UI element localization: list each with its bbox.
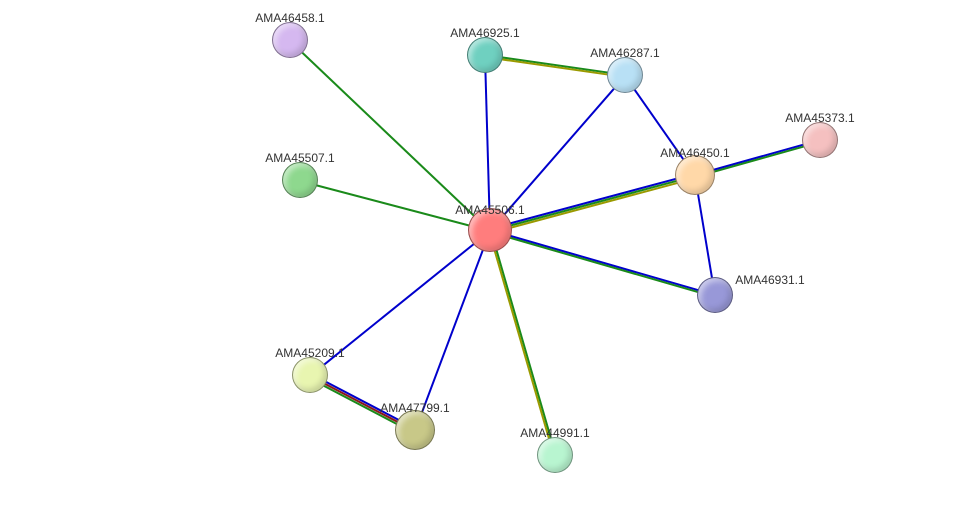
- network-edge: [309, 230, 490, 377]
- network-edge: [490, 230, 557, 456]
- network-node[interactable]: [675, 155, 715, 195]
- network-edge: [289, 40, 490, 231]
- network-node[interactable]: [272, 22, 308, 58]
- network-node[interactable]: [607, 57, 643, 93]
- network-edge: [484, 56, 491, 231]
- network-edge: [489, 173, 695, 230]
- network-edge: [485, 54, 625, 76]
- network-edge: [488, 231, 555, 457]
- network-edge: [489, 75, 626, 231]
- network-edge: [490, 229, 716, 296]
- network-node[interactable]: [537, 437, 573, 473]
- network-node[interactable]: [697, 277, 733, 313]
- network-edge: [414, 231, 491, 432]
- network-edge: [490, 175, 696, 232]
- network-edge: [490, 177, 696, 234]
- network-node[interactable]: [802, 122, 838, 158]
- network-node[interactable]: [468, 208, 512, 252]
- network-node[interactable]: [292, 357, 328, 393]
- network-edge: [489, 231, 715, 298]
- network-node[interactable]: [395, 410, 435, 450]
- network-node[interactable]: [282, 162, 318, 198]
- network-node[interactable]: [467, 37, 503, 73]
- network-edge: [485, 56, 625, 78]
- network-node-label: AMA46931.1: [735, 273, 804, 287]
- network-edge: [300, 180, 491, 232]
- network-graph: AMA45506.1AMA46458.1AMA46925.1AMA46287.1…: [0, 0, 975, 505]
